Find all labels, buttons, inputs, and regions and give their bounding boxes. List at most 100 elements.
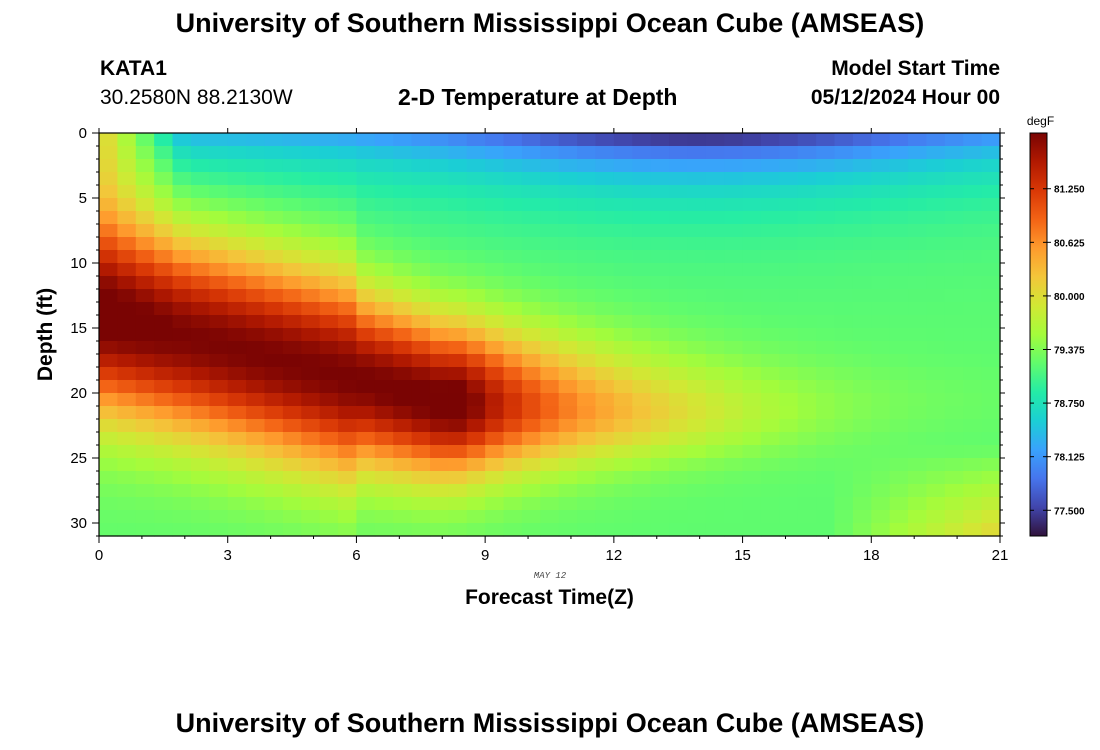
heatmap-cell: [485, 484, 505, 498]
heatmap-cell: [190, 406, 210, 420]
heatmap-cell: [779, 250, 799, 264]
heatmap-cell: [871, 419, 891, 433]
heatmap-cell: [595, 302, 615, 316]
heatmap-cell: [301, 276, 321, 290]
heatmap-cell: [135, 224, 155, 238]
heatmap-cell: [852, 419, 872, 433]
heatmap-cell: [429, 354, 449, 368]
heatmap-cell: [558, 159, 578, 173]
heatmap-cell: [264, 380, 284, 394]
heatmap-cell: [209, 523, 229, 537]
heatmap-cell: [246, 380, 266, 394]
heatmap-cell: [926, 133, 946, 147]
heatmap-cell: [540, 484, 560, 498]
heatmap-cell: [852, 263, 872, 277]
heatmap-cell: [338, 289, 358, 303]
heatmap-cell: [632, 419, 652, 433]
heatmap-cell: [669, 146, 689, 160]
heatmap-cell: [650, 198, 670, 212]
heatmap-cell: [705, 224, 725, 238]
heatmap-cell: [687, 185, 707, 199]
heatmap-cell: [577, 380, 597, 394]
heatmap-cell: [154, 341, 174, 355]
heatmap-cell: [466, 224, 486, 238]
heatmap-cell: [650, 523, 670, 537]
heatmap-cell: [135, 367, 155, 381]
heatmap-cell: [981, 237, 1001, 251]
heatmap-cell: [338, 523, 358, 537]
heatmap-cell: [246, 211, 266, 225]
heatmap-cell: [99, 250, 118, 264]
heatmap-cell: [742, 406, 762, 420]
heatmap-cell: [503, 250, 523, 264]
heatmap-cell: [282, 263, 302, 277]
heatmap-cell: [411, 380, 431, 394]
heatmap-cell: [282, 328, 302, 342]
heatmap-cell: [650, 315, 670, 329]
heatmap-cell: [227, 159, 247, 173]
heatmap-cell: [577, 133, 597, 147]
heatmap-cell: [246, 159, 266, 173]
heatmap-cell: [301, 510, 321, 524]
heatmap-cell: [246, 510, 266, 524]
heatmap-cell: [485, 159, 505, 173]
heatmap-cell: [632, 497, 652, 511]
heatmap-cell: [264, 510, 284, 524]
footer-title: University of Southern Mississippi Ocean…: [175, 708, 925, 738]
heatmap-cell: [154, 172, 174, 186]
heatmap-cell: [981, 133, 1001, 147]
heatmap-cell: [613, 224, 633, 238]
heatmap-cell: [558, 237, 578, 251]
heatmap-cell: [724, 224, 744, 238]
heatmap-cell: [558, 406, 578, 420]
heatmap-cell: [117, 237, 137, 251]
heatmap-cell: [521, 172, 541, 186]
heatmap-cell: [282, 289, 302, 303]
heatmap-cell: [944, 211, 964, 225]
heatmap-cell: [374, 315, 394, 329]
heatmap-cell: [650, 146, 670, 160]
heatmap-cell: [852, 497, 872, 511]
heatmap-cell: [154, 315, 174, 329]
station-coordinates: 30.2580N 88.2130W: [100, 86, 293, 109]
heatmap-cell: [650, 406, 670, 420]
heatmap-cell: [374, 263, 394, 277]
heatmap-cell: [650, 211, 670, 225]
heatmap-cell: [356, 159, 376, 173]
heatmap-cell: [246, 172, 266, 186]
heatmap-cell: [393, 198, 413, 212]
heatmap-cell: [540, 146, 560, 160]
heatmap-cell: [246, 250, 266, 264]
heatmap-cell: [521, 380, 541, 394]
heatmap-cell: [963, 263, 983, 277]
heatmap-cell: [944, 159, 964, 173]
heatmap-cell: [393, 354, 413, 368]
heatmap-cell: [172, 445, 192, 459]
heatmap-cell: [99, 393, 118, 407]
heatmap-cell: [503, 159, 523, 173]
heatmap-cell: [908, 198, 928, 212]
heatmap-cell: [190, 432, 210, 446]
heatmap-cell: [356, 445, 376, 459]
heatmap-cell: [540, 172, 560, 186]
heatmap-cell: [632, 471, 652, 485]
heatmap-cell: [724, 341, 744, 355]
heatmap-cell: [705, 380, 725, 394]
heatmap-cell: [595, 367, 615, 381]
heatmap-cell: [779, 159, 799, 173]
heatmap-cell: [558, 471, 578, 485]
heatmap-cell: [595, 458, 615, 472]
heatmap-cell: [632, 133, 652, 147]
page-title: University of Southern Mississippi Ocean…: [175, 8, 925, 38]
heatmap-cell: [99, 263, 118, 277]
heatmap-cell: [632, 432, 652, 446]
heatmap-cell: [687, 510, 707, 524]
heatmap-cell: [319, 276, 339, 290]
heatmap-cell: [190, 484, 210, 498]
heatmap-cell: [632, 458, 652, 472]
heatmap-cell: [687, 497, 707, 511]
heatmap-cell: [393, 432, 413, 446]
heatmap-cell: [117, 289, 137, 303]
heatmap-cell: [797, 484, 817, 498]
heatmap-cell: [282, 367, 302, 381]
